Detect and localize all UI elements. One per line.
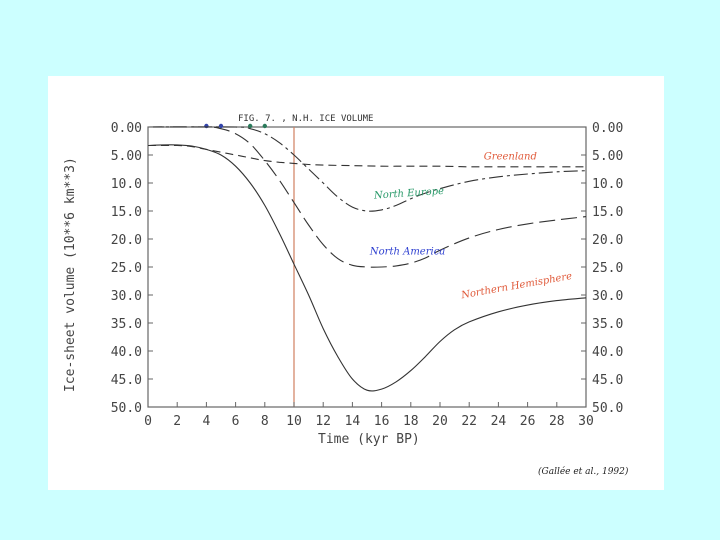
y-tick-label-left: 50.0 <box>111 401 142 416</box>
y-tick-label-right: 10.0 <box>592 177 623 192</box>
citation: (Gallée et al., 1992) <box>538 466 629 477</box>
x-tick-label: 6 <box>232 414 240 429</box>
top-marker <box>218 123 224 129</box>
x-tick-label: 8 <box>261 414 269 429</box>
y-tick-label-left: 45.0 <box>111 373 142 388</box>
x-tick-label: 10 <box>286 414 302 429</box>
series-label-2: North America <box>369 247 445 258</box>
x-tick-label: 12 <box>315 414 331 429</box>
y-tick-label-left: 0.00 <box>111 121 142 136</box>
y-tick-label-left: 35.0 <box>111 317 142 332</box>
x-tick-label: 24 <box>491 414 507 429</box>
series-line-2 <box>147 126 587 268</box>
y-tick-label-left: 15.0 <box>111 205 142 220</box>
y-axis-title: Ice-sheet volume (10**6 km**3) <box>63 157 78 392</box>
y-tick-label-left: 20.0 <box>111 233 142 248</box>
y-tick-label-right: 5.00 <box>592 149 623 164</box>
figure-paper: FIG. 7. , N.H. ICE VOLUME Greenland North… <box>48 76 664 490</box>
y-tick-label-right: 50.0 <box>592 401 623 416</box>
x-tick-label: 26 <box>520 414 536 429</box>
series-line-1 <box>147 126 587 212</box>
y-tick-label-right: 15.0 <box>592 205 623 220</box>
series-label-0: Greenland <box>484 151 537 162</box>
y-tick-label-right: 20.0 <box>592 233 623 248</box>
y-tick-label-left: 25.0 <box>111 261 142 276</box>
y-tick-label-right: 40.0 <box>592 345 623 360</box>
y-tick-label-right: 25.0 <box>592 261 623 276</box>
series-line-3 <box>147 144 587 392</box>
ice-volume-chart: FIG. 7. , N.H. ICE VOLUME Greenland North… <box>63 114 629 477</box>
y-tick-label-right: 45.0 <box>592 373 623 388</box>
y-tick-label-right: 35.0 <box>592 317 623 332</box>
series-line-0 <box>147 144 586 168</box>
series-label-1: North Europe <box>373 186 445 202</box>
y-tick-label-left: 10.0 <box>111 177 142 192</box>
x-tick-label: 30 <box>578 414 594 429</box>
x-tick-label: 14 <box>345 414 361 429</box>
x-tick-label: 28 <box>549 414 565 429</box>
x-tick-label: 2 <box>173 414 181 429</box>
x-tick-label: 20 <box>432 414 448 429</box>
top-marker <box>262 123 267 129</box>
y-tick-label-right: 0.00 <box>592 121 623 136</box>
x-tick-label: 18 <box>403 414 419 429</box>
plot-frame <box>147 126 587 408</box>
x-tick-label: 16 <box>374 414 390 429</box>
x-tick-label: 0 <box>144 414 152 429</box>
y-tick-label-left: 5.00 <box>111 149 142 164</box>
y-tick-label-left: 30.0 <box>111 289 142 304</box>
x-axis-title: Time (kyr BP) <box>318 432 420 447</box>
figure-title: FIG. 7. , N.H. ICE VOLUME <box>238 114 373 124</box>
series-label-3: Northern Hemisphere <box>460 271 574 302</box>
y-tick-label-left: 40.0 <box>111 345 142 360</box>
x-tick-label: 22 <box>461 414 477 429</box>
top-marker <box>248 123 253 129</box>
x-tick-label: 4 <box>202 414 210 429</box>
y-tick-label-right: 30.0 <box>592 289 623 304</box>
